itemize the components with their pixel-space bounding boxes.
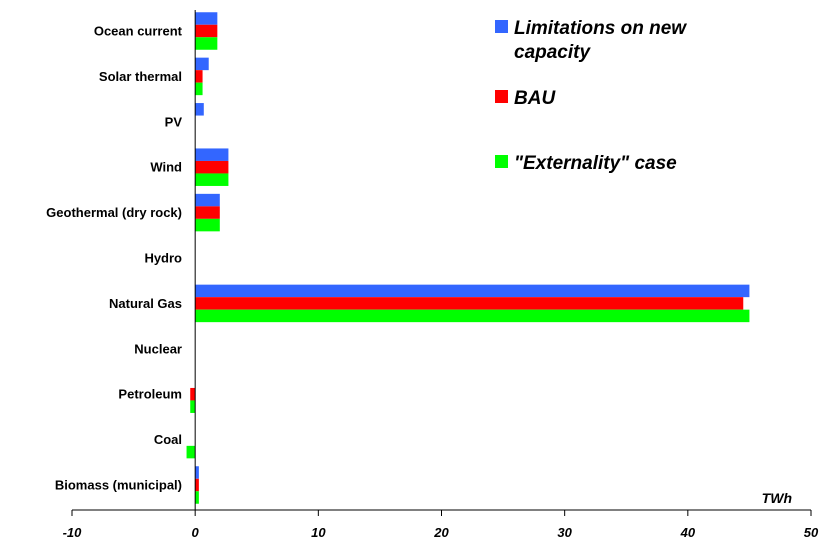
x-tick-label-0: 0 — [192, 525, 200, 540]
bar-biomass-municipal-bau — [195, 478, 199, 492]
bar-solar-thermal-limitations-on-new-capacity — [195, 57, 209, 71]
category-label-petroleum: Petroleum — [118, 387, 182, 402]
bar-natural-gas-limitations-on-new-capacity — [195, 284, 750, 298]
legend: Limitations on new capacity BAU "Externalit… — [495, 18, 687, 174]
legend-swatch-limitations-on-new-capacity — [495, 20, 508, 33]
x-axis-unit: TWh — [762, 490, 792, 506]
x-axis: -10 0 10 20 30 40 50 TWh — [63, 10, 819, 540]
category-label-coal: Coal — [154, 432, 182, 447]
bar-petroleum-bau — [190, 387, 196, 401]
bar-geothermal-dry-rock-externality-case — [195, 218, 220, 232]
legend-label-externality-case: "Externality" case — [514, 153, 677, 174]
legend-swatch-externality-case — [495, 155, 508, 168]
legend-label-limitations-on-new-capacity: Limitations on new capacity — [514, 18, 687, 63]
category-label-wind: Wind — [150, 160, 182, 175]
bar-geothermal-dry-rock-limitations-on-new-capacity — [195, 193, 220, 207]
category-label-solar-thermal: Solar thermal — [99, 69, 182, 84]
bar-wind-bau — [195, 160, 229, 174]
bar-solar-thermal-bau — [195, 70, 203, 83]
x-tick-label-40: 40 — [680, 525, 696, 540]
bar-solar-thermal-externality-case — [195, 82, 203, 96]
x-tick-label-30: 30 — [557, 525, 572, 540]
category-label-geothermal-dry-rock: Geothermal (dry rock) — [46, 205, 182, 220]
category-label-hydro: Hydro — [144, 251, 182, 266]
bar-coal-externality-case — [186, 445, 196, 459]
bar-wind-limitations-on-new-capacity — [195, 148, 229, 161]
bar-ocean-current-limitations-on-new-capacity — [195, 12, 218, 25]
category-label-nuclear: Nuclear — [134, 341, 182, 356]
bar-natural-gas-bau — [195, 297, 744, 310]
category-label-natural-gas: Natural Gas — [109, 296, 182, 311]
x-tick-label-10: 10 — [311, 525, 326, 540]
bar-biomass-municipal-externality-case — [195, 491, 199, 504]
category-label-ocean-current: Ocean current — [94, 24, 183, 39]
legend-swatch-bau — [495, 90, 508, 103]
bar-natural-gas-externality-case — [195, 309, 750, 323]
category-label-biomass-municipal: Biomass (municipal) — [55, 478, 182, 493]
bar-biomass-municipal-limitations-on-new-capacity — [195, 466, 199, 479]
legend-label-bau: BAU — [514, 88, 556, 109]
x-tick-label-50: 50 — [804, 525, 819, 540]
bars-group — [186, 12, 750, 504]
bar-pv-limitations-on-new-capacity — [195, 103, 204, 116]
bar-ocean-current-externality-case — [195, 37, 218, 50]
category-label-pv: PV — [165, 114, 183, 129]
bar-wind-externality-case — [195, 173, 229, 186]
bar-ocean-current-bau — [195, 24, 218, 38]
x-tick-label-20: 20 — [433, 525, 449, 540]
bar-petroleum-externality-case — [190, 400, 196, 413]
x-tick-label--10: -10 — [63, 525, 83, 540]
category-labels: Ocean current Solar thermal PV Wind Geotherm… — [46, 24, 182, 493]
bar-geothermal-dry-rock-bau — [195, 206, 220, 219]
